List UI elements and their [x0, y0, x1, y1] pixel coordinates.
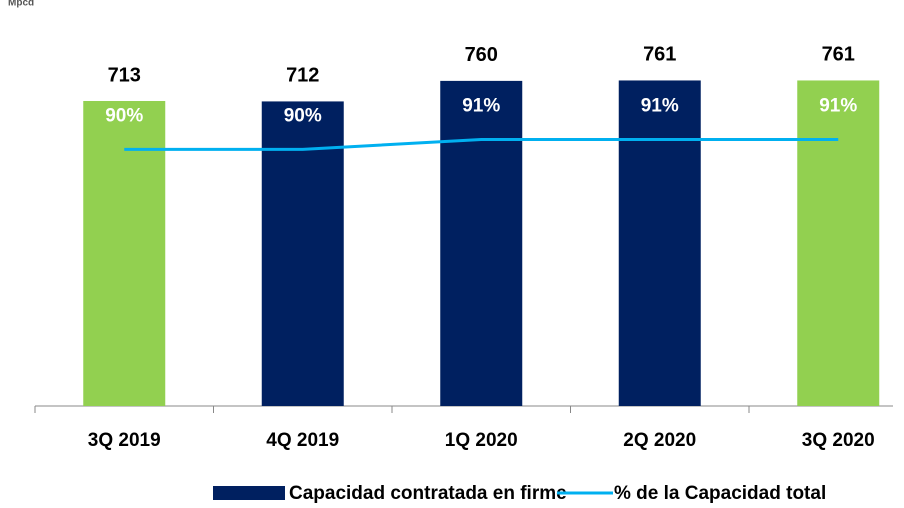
bar-value-label: 712: [286, 65, 319, 87]
bar: [261, 101, 344, 406]
legend-label: Capacidad contratada en firme: [289, 483, 567, 504]
unit-label: Mpcd: [8, 0, 34, 9]
line-series: [124, 137, 839, 151]
legend-label: % de la Capacidad total: [614, 483, 826, 504]
bar: [618, 80, 701, 406]
bar-value-label: 761: [822, 44, 855, 66]
x-tick-label: 3Q 2019: [88, 430, 161, 451]
line-value-label: 90%: [284, 105, 322, 126]
legend-swatch: [213, 486, 285, 500]
bar-value-label: 713: [108, 64, 141, 86]
x-tick-label: 3Q 2020: [802, 430, 875, 451]
bar: [440, 80, 523, 406]
bar-value-label: 760: [465, 44, 498, 66]
line-value-label: 90%: [105, 105, 143, 126]
line-value-label: 91%: [462, 95, 500, 116]
x-tick-label: 1Q 2020: [445, 430, 518, 451]
line-value-label: 91%: [819, 95, 857, 116]
x-tick-label: 2Q 2020: [623, 430, 696, 451]
bar-value-label: 761: [643, 44, 676, 66]
bar: [797, 80, 880, 406]
x-tick-label: 4Q 2019: [266, 430, 339, 451]
bar: [83, 100, 166, 406]
line-value-label: 91%: [641, 95, 679, 116]
